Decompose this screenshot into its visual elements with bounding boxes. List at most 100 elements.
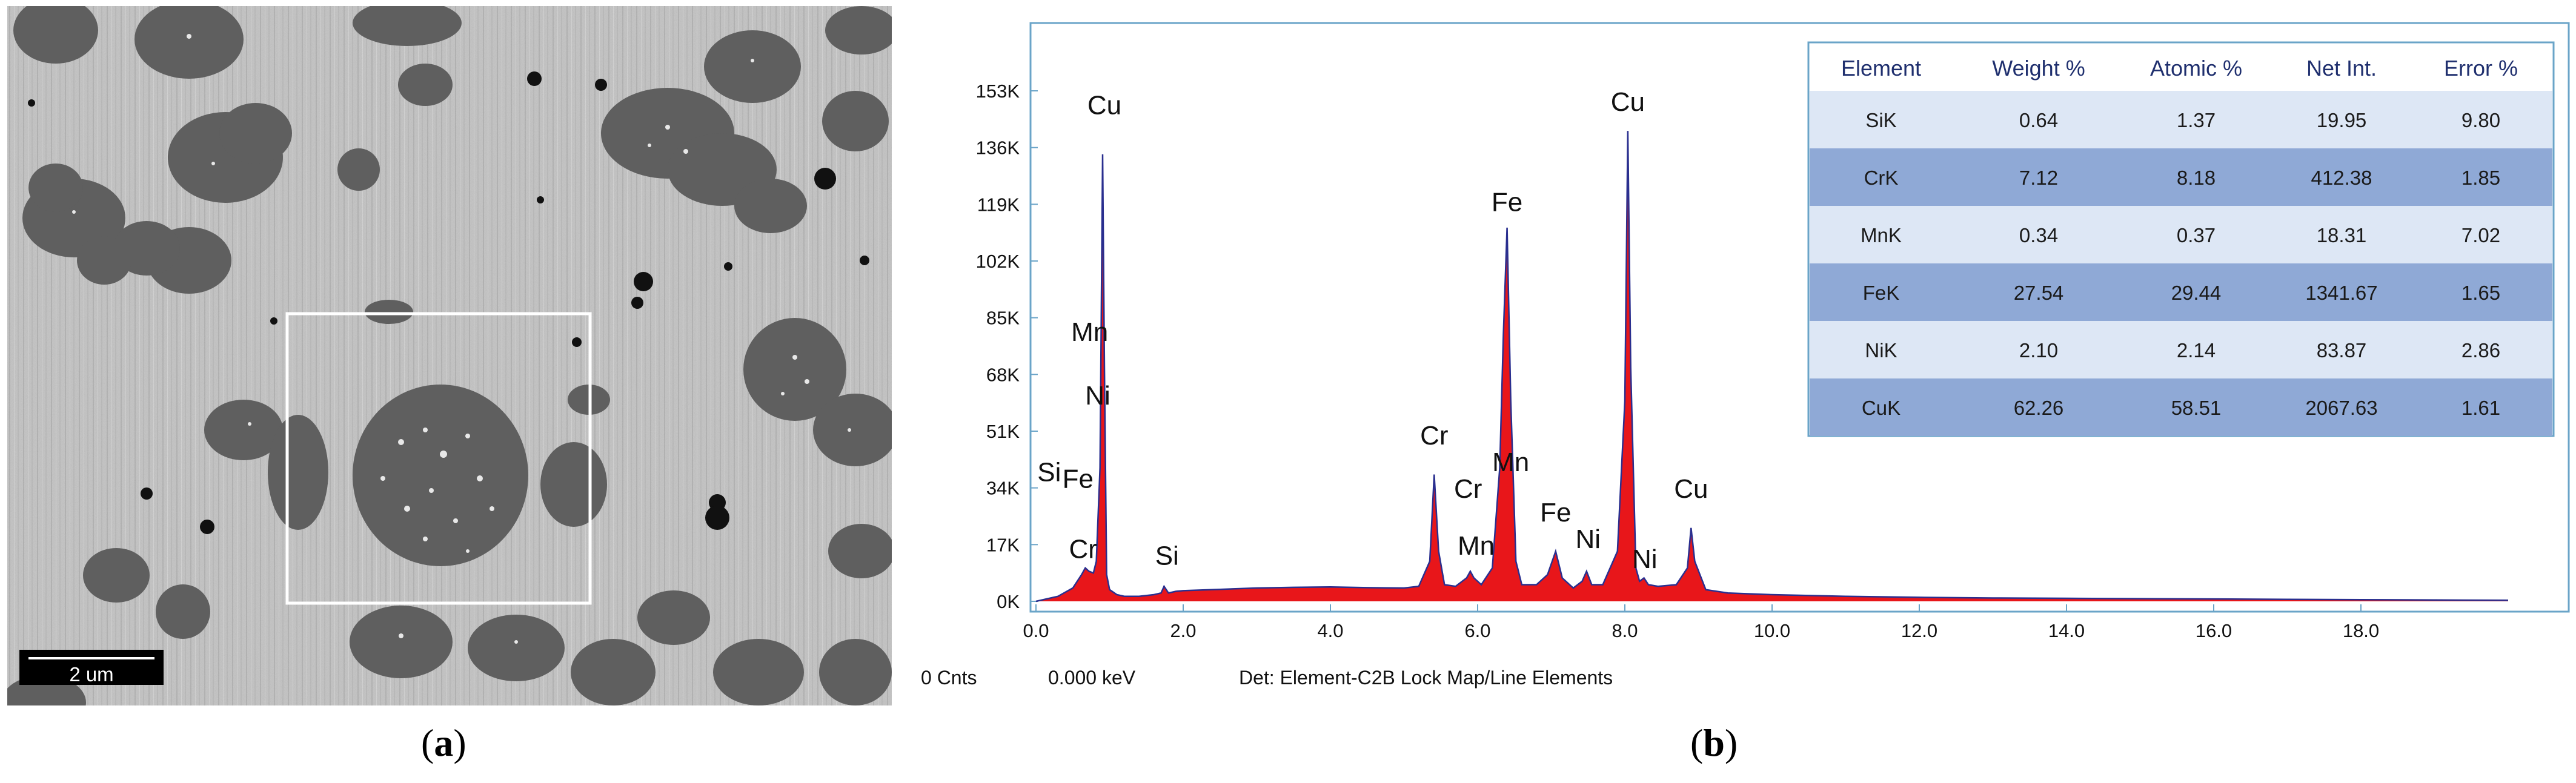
sem-image	[7, 6, 892, 705]
table-cell: 1.65	[2461, 282, 2500, 304]
table-cell: 19.95	[2317, 109, 2367, 131]
y-tick-label: 153K	[976, 81, 1020, 102]
x-tick-label: 4.0	[1317, 620, 1343, 641]
table-cell: CrK	[1864, 167, 1899, 189]
peak-label: Mn	[1071, 317, 1108, 347]
sem-micrograph: 2 um	[7, 6, 892, 705]
caption-b: (b)	[1690, 721, 1738, 764]
scale-bar-label: 2 um	[69, 663, 114, 686]
peak-label: Cr	[1454, 474, 1482, 504]
table-cell: 2.14	[2177, 339, 2216, 362]
region-of-interest-box	[285, 312, 592, 605]
table-row	[1810, 148, 2552, 206]
sem-pores	[28, 71, 869, 534]
table-cell: 1341.67	[2305, 282, 2377, 304]
sem-precipitates	[72, 34, 851, 644]
peak-label: Mn	[1492, 448, 1529, 477]
table-header-cell: Net Int.	[2306, 56, 2377, 81]
table-cell: 0.64	[2019, 109, 2058, 131]
eds-spectrum-chart: 0K 17K 34K 51K 68K 85K 102K 119K 136K 153K 0.0 2.0…	[921, 22, 2570, 689]
table-row	[1810, 321, 2552, 378]
x-tick-label: 16.0	[2196, 620, 2232, 641]
table-cell: 58.51	[2171, 397, 2222, 419]
caption-b-letter: b	[1703, 721, 1725, 764]
x-tick-label: 12.0	[1901, 620, 1937, 641]
status-energy: 0.000 keV	[1048, 667, 1136, 689]
peak-label: Si	[1037, 458, 1061, 487]
y-tick-label: 17K	[986, 534, 1020, 555]
table-row	[1810, 378, 2552, 436]
spectrum-outline	[1035, 131, 2509, 603]
x-tick-label: 2.0	[1170, 620, 1196, 641]
peak-label: Cu	[1674, 474, 1708, 504]
table-cell: 1.61	[2461, 397, 2500, 419]
table-cell: 0.34	[2019, 224, 2058, 246]
table-cell: 2.86	[2461, 339, 2500, 362]
peak-label: Mn	[1458, 531, 1495, 561]
table-cell: MnK	[1861, 224, 1902, 246]
table-cell: 7.12	[2019, 167, 2058, 189]
table-cell: 27.54	[2014, 282, 2064, 304]
peak-label: Cu	[1087, 91, 1121, 121]
x-tick-label: 8.0	[1612, 620, 1638, 641]
peak-label: Cr	[1069, 534, 1097, 564]
caption-a-letter: a	[434, 721, 454, 764]
eds-spectrum-panel: 0K 17K 34K 51K 68K 85K 102K 119K 136K 153K 0.0 2.0…	[903, 12, 2575, 709]
table-cell: 62.26	[2014, 397, 2064, 419]
table-cell: 8.18	[2177, 167, 2216, 189]
table-cell: NiK	[1865, 339, 1897, 362]
table-cell: 1.85	[2461, 167, 2500, 189]
x-tick-label: 0.0	[1023, 620, 1049, 641]
peak-label: Si	[1155, 541, 1179, 570]
scale-bar: 2 um	[19, 650, 164, 686]
table-cell: 2067.63	[2305, 397, 2377, 419]
status-detector: Det: Element-C2B Lock Map/Line Elements	[1239, 667, 1613, 689]
table-cell: 1.37	[2177, 109, 2216, 131]
table-row	[1810, 206, 2552, 263]
peak-label: Ni	[1085, 381, 1110, 411]
table-cell: 83.87	[2317, 339, 2367, 362]
table-row	[1810, 263, 2552, 321]
table-header-cell: Atomic %	[2150, 56, 2242, 81]
y-tick-label: 102K	[976, 251, 1020, 272]
x-tick-label: 18.0	[2343, 620, 2379, 641]
table-header-cell: Error %	[2444, 56, 2518, 81]
peak-label: Ni	[1632, 544, 1658, 574]
table-cell: CuK	[1862, 397, 1900, 419]
table-cell: 9.80	[2461, 109, 2500, 131]
table-cell: 29.44	[2171, 282, 2222, 304]
table-cell: SiK	[1865, 109, 1896, 131]
table-row	[1810, 91, 2552, 148]
status-counts: 0 Cnts	[921, 667, 977, 689]
table-header-cell: Weight %	[1992, 56, 2085, 81]
table-cell: FeK	[1863, 282, 1900, 304]
y-tick-label: 85K	[986, 308, 1020, 329]
peak-label: Fe	[1063, 464, 1094, 494]
x-axis: 0.0 2.0 4.0 6.0 8.0 10.0 12.0 14.0 16.0 18.0	[1023, 604, 2379, 641]
y-tick-label: 51K	[986, 421, 1020, 442]
table-header-cell: Element	[1841, 56, 1921, 81]
y-tick-label: 0K	[997, 591, 1020, 612]
y-axis: 0K 17K 34K 51K 68K 85K 102K 119K 136K 153K	[976, 81, 1038, 612]
scale-bar-line	[28, 657, 154, 659]
peak-label: Fe	[1492, 187, 1522, 217]
caption-a: (a)	[421, 721, 466, 764]
peak-label: Cu	[1611, 87, 1645, 117]
table-cell: 7.02	[2461, 224, 2500, 246]
sem-particles	[7, 6, 892, 705]
table-cell: 412.38	[2311, 167, 2372, 189]
x-tick-label: 14.0	[2048, 620, 2085, 641]
x-tick-label: 6.0	[1464, 620, 1490, 641]
table-cell: 2.10	[2019, 339, 2058, 362]
peak-label: Fe	[1540, 498, 1571, 527]
y-tick-label: 119K	[977, 194, 1020, 215]
y-tick-label: 136K	[976, 137, 1020, 159]
x-tick-label: 10.0	[1754, 620, 1790, 641]
peak-label: Ni	[1575, 524, 1601, 554]
table-cell: 0.37	[2177, 224, 2216, 246]
y-tick-label: 68K	[986, 364, 1020, 385]
table-cell: 18.31	[2317, 224, 2367, 246]
y-tick-label: 34K	[986, 478, 1020, 499]
composition-table: Element Weight % Atomic % Net Int. Error % Si…	[1807, 41, 2555, 437]
